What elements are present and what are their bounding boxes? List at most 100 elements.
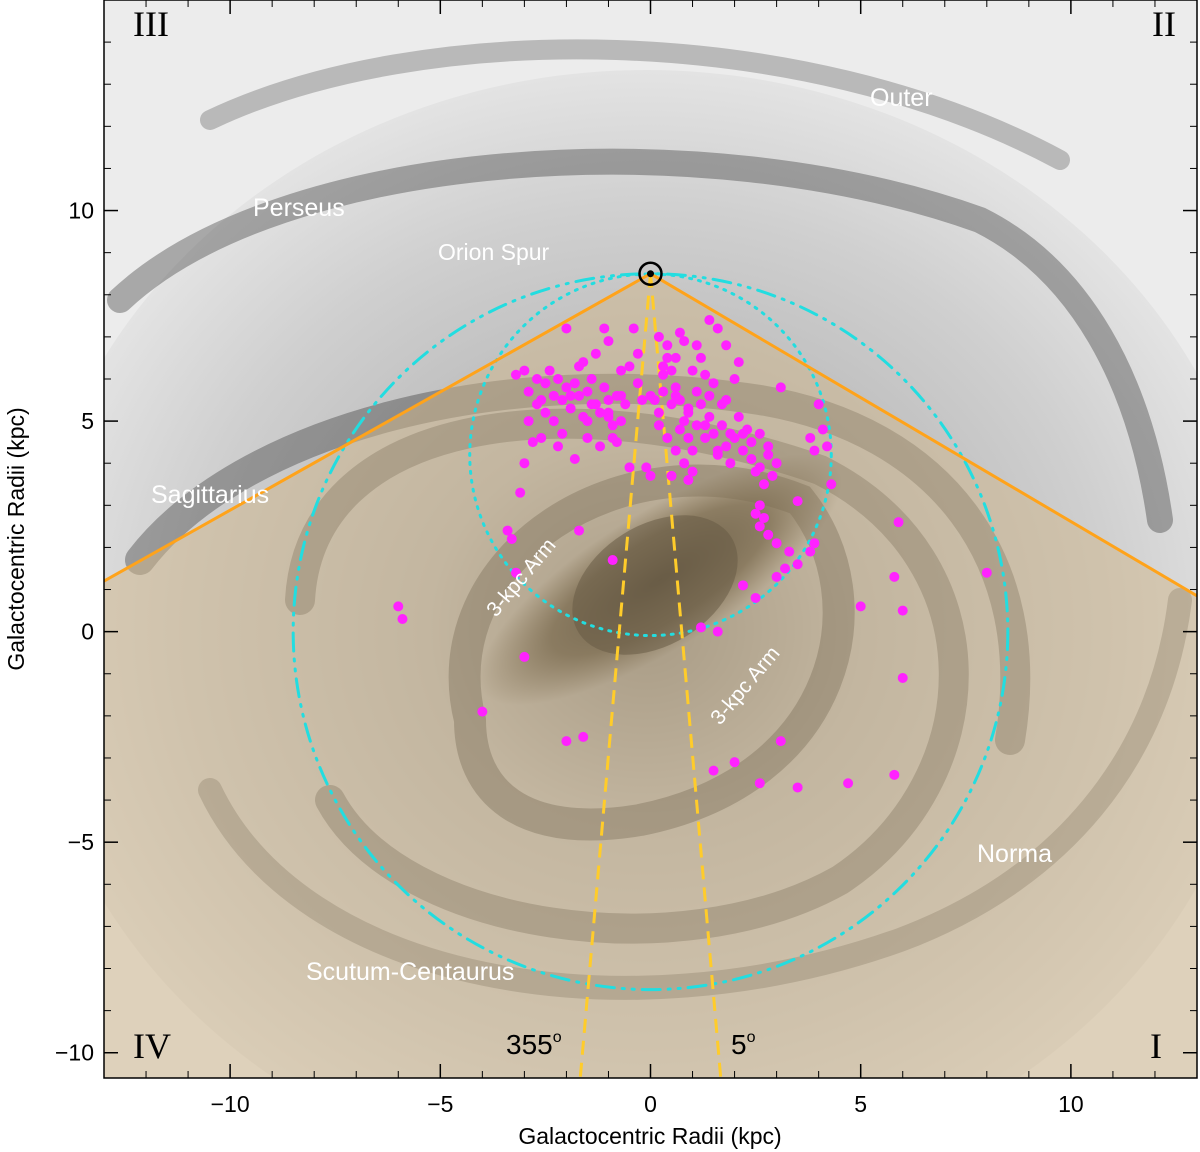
outer-arm-shape [200, 39, 1070, 170]
quadrant-label-iv: IV [133, 1026, 171, 1066]
data-point [557, 428, 568, 439]
data-point [569, 378, 580, 389]
data-point [729, 757, 740, 768]
data-point [607, 555, 618, 566]
y-tick-label: −5 [68, 829, 94, 855]
data-point [557, 395, 568, 406]
data-point [632, 378, 643, 389]
data-point [691, 340, 702, 351]
data-point [523, 416, 534, 427]
data-point [754, 428, 765, 439]
data-point [822, 441, 833, 452]
data-point [737, 580, 748, 591]
data-point [771, 458, 782, 469]
data-point [603, 336, 614, 347]
data-point [809, 538, 820, 549]
data-points [393, 315, 992, 793]
data-point [700, 420, 711, 431]
data-point [754, 500, 765, 511]
perseus-arm-shape [107, 148, 1173, 533]
data-point [767, 470, 778, 481]
data-point [725, 428, 736, 439]
data-point [700, 369, 711, 380]
data-point [695, 622, 706, 633]
data-point [674, 327, 685, 338]
data-point [531, 399, 542, 410]
data-point [721, 441, 732, 452]
data-point [662, 352, 673, 363]
data-point [746, 453, 757, 464]
data-point [754, 778, 765, 789]
data-point [574, 361, 585, 372]
data-point [897, 672, 908, 683]
x-tick-label: −10 [211, 1091, 250, 1117]
data-point [662, 432, 673, 443]
data-point [670, 382, 681, 393]
data-point [628, 323, 639, 334]
data-point [506, 534, 517, 544]
data-point [523, 386, 534, 397]
data-point [658, 361, 669, 372]
data-point [531, 373, 542, 384]
angle-label-5: 5o [731, 1029, 756, 1060]
data-point [578, 731, 589, 742]
data-point [553, 373, 564, 384]
data-point [653, 331, 664, 342]
data-point [746, 437, 757, 448]
angle-label-355: 355o [506, 1029, 562, 1060]
data-point [561, 323, 572, 334]
data-point [826, 479, 837, 490]
data-point [695, 352, 706, 363]
y-tick-label: 5 [81, 408, 94, 434]
data-point [763, 441, 774, 452]
data-point [519, 458, 530, 469]
data-point [590, 348, 601, 359]
data-point [519, 651, 530, 662]
data-point [981, 567, 992, 578]
data-point [712, 626, 723, 637]
arm-label-outer: Outer [870, 84, 933, 112]
data-point [704, 411, 715, 422]
data-point [771, 538, 782, 549]
data-point [716, 420, 727, 431]
y-tick-label: 10 [68, 198, 94, 224]
data-point [687, 466, 698, 477]
data-point [809, 445, 820, 456]
data-point [708, 378, 719, 389]
axis-ticks: −10 −5 0 5 10 −10 −5 0 5 10 [55, 0, 1197, 1117]
data-point [561, 382, 572, 393]
data-point [548, 416, 559, 427]
data-point [574, 525, 585, 536]
data-point [893, 517, 904, 528]
data-point [775, 382, 786, 393]
data-point [784, 546, 795, 557]
data-point [595, 407, 606, 418]
data-point [704, 315, 715, 326]
data-point [519, 365, 530, 376]
data-point [695, 399, 706, 410]
y-tick-label: −10 [55, 1040, 94, 1066]
data-point [515, 487, 526, 498]
data-point [510, 567, 521, 578]
sun-ring [638, 261, 663, 286]
data-point [632, 348, 643, 359]
x-tick-label: 5 [854, 1091, 867, 1117]
arm-label-norma: Norma [977, 840, 1052, 868]
data-point [616, 390, 627, 401]
data-point [780, 563, 791, 574]
data-point [750, 466, 761, 477]
data-point [544, 365, 555, 376]
data-point [574, 390, 585, 401]
data-point [704, 390, 715, 401]
data-point [750, 508, 761, 519]
data-point [502, 525, 513, 536]
data-point [565, 403, 576, 414]
data-point [607, 420, 618, 431]
data-point [624, 462, 635, 473]
data-point [658, 369, 669, 380]
data-point [653, 407, 664, 418]
y-axis-title: Galactocentric Radii (kpc) [3, 407, 29, 670]
data-point [759, 512, 770, 523]
data-point [679, 416, 690, 427]
